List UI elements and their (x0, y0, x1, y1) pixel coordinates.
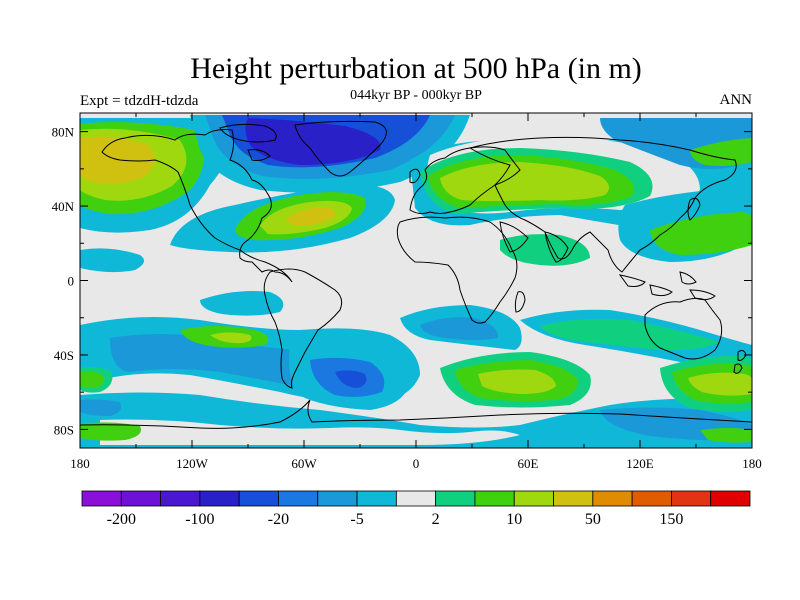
coast-madagascar (514, 291, 526, 313)
coast-british-isles (409, 168, 421, 184)
colorbar-swatch (356, 490, 397, 507)
x-tick-label: 60E (518, 456, 539, 471)
colorbar-swatch (160, 490, 201, 507)
x-tick-label: 180 (742, 456, 762, 471)
contour-eurasia-lime (440, 162, 609, 201)
coast-antarctica (80, 399, 752, 429)
contour-satlantic-dark (335, 370, 367, 388)
experiment-label: Expt = tdzdH-tdzda (80, 93, 199, 109)
coast-greenland (294, 120, 387, 177)
coast-australia (644, 297, 723, 360)
x-tick-label: 60W (291, 456, 317, 471)
x-tick-label: 120E (626, 456, 654, 471)
y-tick-label: 80N (52, 125, 75, 140)
colorbar-label: 10 (506, 511, 522, 528)
contour-swpac-lime (688, 372, 752, 396)
contour-pacific-green-strip (690, 138, 752, 166)
x-tick-label: 180 (70, 456, 90, 471)
colorbar-swatch (435, 490, 476, 507)
colorbar-swatch (199, 490, 240, 507)
contour-sio-lime (478, 369, 556, 394)
colorbar-swatch (120, 490, 161, 507)
colorbar-swatch (278, 490, 319, 507)
coast-indonesia (618, 271, 716, 301)
colorbar-swatch (553, 490, 594, 507)
colorbar-label: -100 (185, 511, 214, 528)
coast-south-america (263, 268, 343, 389)
contour-spacific-lime (210, 332, 252, 344)
colorbar-swatch (513, 490, 554, 507)
x-tick-label: 120W (176, 456, 209, 471)
colorbar-swatch (81, 490, 122, 507)
x-tick-label: 0 (413, 456, 420, 471)
coast-europe (409, 146, 521, 215)
contour-80s-green-right (700, 428, 752, 443)
colorbar-swatch (317, 490, 358, 507)
colorbar-swatch (238, 490, 279, 507)
coast-asia (468, 136, 737, 273)
colorbar-swatch (671, 490, 712, 507)
contour-spacific-cyan-1 (200, 291, 284, 316)
coastlines (80, 120, 752, 429)
y-tick-label: 40N (52, 199, 75, 214)
contour-fields (80, 115, 752, 448)
contour-nafrica-teal (500, 234, 590, 266)
y-tick-label: 40S (54, 348, 74, 363)
contour-80s-green-left (80, 422, 141, 441)
season-label: ANN (719, 92, 753, 108)
coast-arctic-islands (219, 123, 277, 161)
colorbar-swatch (710, 490, 751, 507)
contour-sw-corner-green (80, 371, 105, 388)
coast-japan (687, 197, 701, 221)
colorbar-swatch (474, 490, 515, 507)
colorbar-swatch (395, 490, 437, 507)
y-tick-label: 0 (68, 274, 75, 289)
contour-watl-gold (285, 207, 336, 226)
colorbar-label: -5 (350, 511, 363, 528)
coast-africa (396, 216, 518, 324)
contour-sindian-teal (540, 318, 720, 351)
coast-arabia-india (499, 221, 569, 263)
contour-antarctic-blue-left (80, 399, 122, 416)
colorbar-label: 2 (432, 511, 440, 528)
contour-antarctic-light (100, 419, 520, 445)
colorbar-label: -200 (107, 511, 136, 528)
comparison-subtitle: 044kyr BP - 000kyr BP (350, 88, 482, 103)
x-axis: 180 120W 60W 0 60E 120E 180 (70, 113, 762, 471)
contour-w-hem-cyan (80, 248, 144, 273)
coast-north-america (101, 129, 293, 283)
colorbar-label: -20 (268, 511, 289, 528)
colorbar-swatch (592, 490, 633, 507)
colorbar: -200 -100 -20 -5 2 10 50 150 (81, 490, 751, 528)
contour-greenland-dark (245, 118, 381, 165)
y-axis: 80N 40N 0 40S 80S (52, 125, 752, 437)
colorbar-label: 150 (659, 511, 683, 528)
colorbar-swatch (631, 490, 672, 507)
contour-alaska-gold (80, 136, 155, 184)
chart-title: Height perturbation at 500 hPa (in m) (190, 52, 642, 85)
y-tick-label: 80S (54, 422, 74, 437)
colorbar-label: 50 (585, 511, 601, 528)
